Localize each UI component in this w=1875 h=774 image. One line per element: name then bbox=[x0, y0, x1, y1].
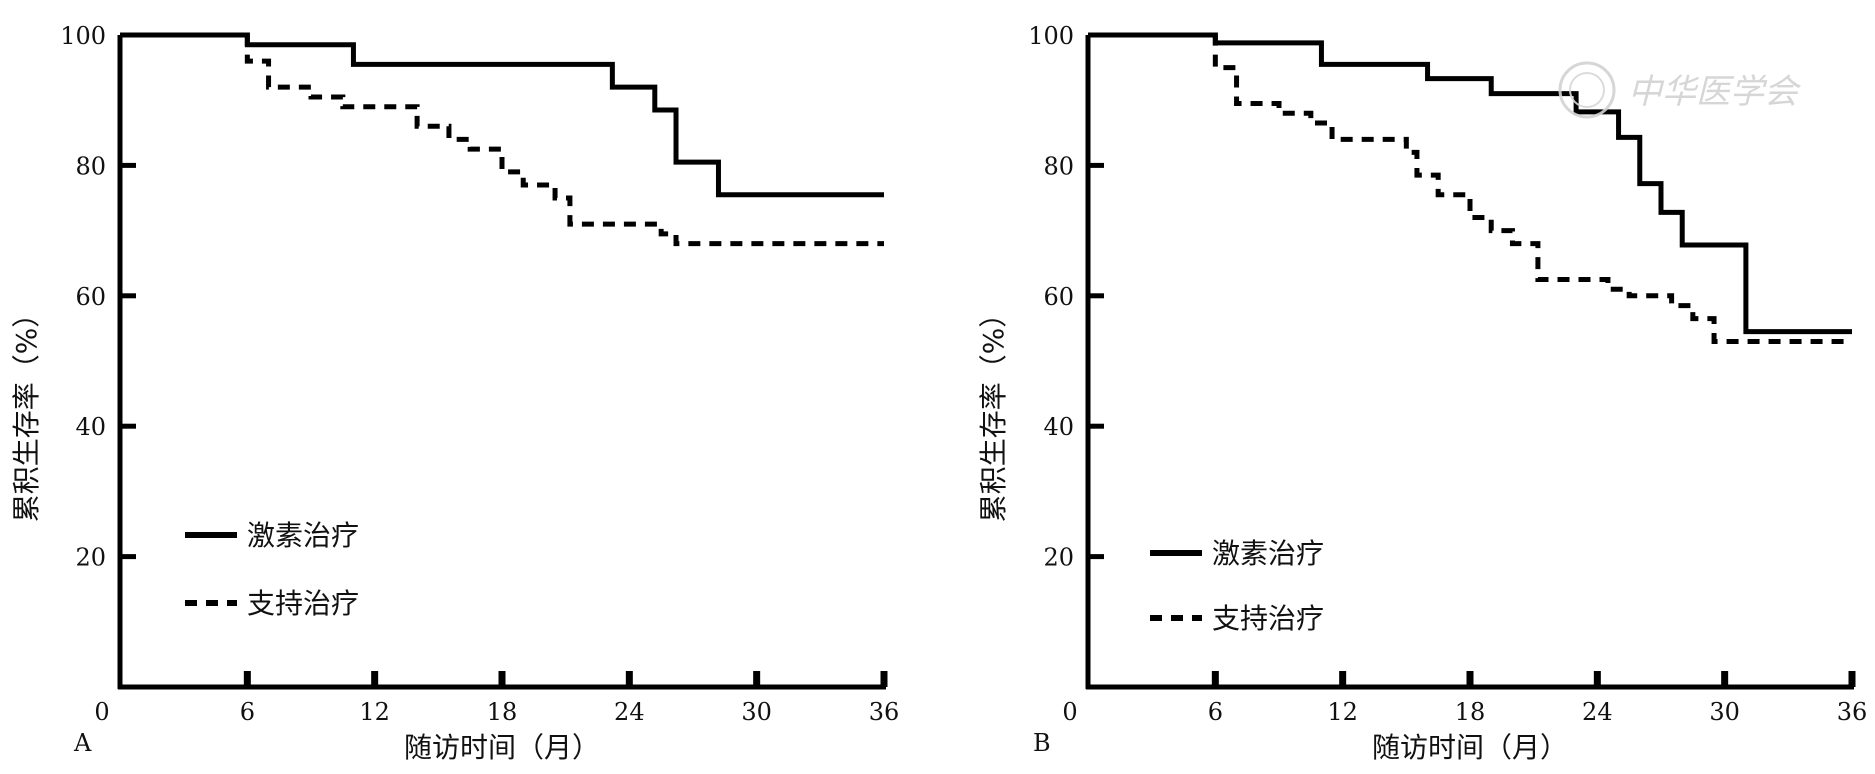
x-tick-label: 36 bbox=[869, 698, 900, 726]
series-line-dashed bbox=[1088, 32, 1852, 344]
y-axis-title: 累积生存率（%） bbox=[977, 300, 1010, 523]
chart-panel-B: 20 40 60 80 100 0 6 12 18 24 30 36 随访时间（月） 累积生存率（%） B 激… bbox=[977, 22, 1867, 764]
y-tick-label: 80 bbox=[75, 152, 106, 180]
x-tick-label: 12 bbox=[359, 698, 390, 726]
y-tick-label: 60 bbox=[75, 283, 106, 311]
panel-label: A bbox=[73, 729, 92, 757]
watermark-seal: 中华医学会 bbox=[1558, 61, 1802, 119]
x-tick-label: 18 bbox=[1455, 698, 1486, 726]
legend-label: 支持治疗 bbox=[247, 587, 359, 620]
y-tick-label: 100 bbox=[1028, 22, 1074, 50]
y-tick-label: 20 bbox=[1043, 544, 1074, 572]
x-tick-label: 30 bbox=[741, 698, 772, 726]
y-tick-label: 40 bbox=[1043, 413, 1074, 441]
y-tick-label: 20 bbox=[75, 544, 106, 572]
y-tick-label: 80 bbox=[1043, 152, 1074, 180]
x-tick-label: 18 bbox=[487, 698, 518, 726]
x-tick-label: 30 bbox=[1709, 698, 1740, 726]
seal-inner-icon bbox=[1569, 72, 1605, 108]
x-tick-label: 6 bbox=[1208, 698, 1223, 726]
y-axis-title: 累积生存率（%） bbox=[10, 300, 43, 523]
legend-label: 支持治疗 bbox=[1212, 602, 1324, 635]
x-tick-label: 24 bbox=[1582, 698, 1613, 726]
y-tick-label: 100 bbox=[60, 22, 106, 50]
x-tick-label: 6 bbox=[240, 698, 255, 726]
y-tick-label: 40 bbox=[75, 413, 106, 441]
x-axis-title: 随访时间（月） bbox=[1372, 731, 1568, 764]
series-line-solid bbox=[120, 32, 884, 198]
series-line-solid bbox=[1088, 32, 1852, 335]
x-tick-label: 0 bbox=[1062, 698, 1077, 726]
x-tick-label: 36 bbox=[1837, 698, 1868, 726]
series-line-dashed bbox=[120, 32, 884, 247]
x-tick-label: 0 bbox=[94, 698, 109, 726]
legend-label: 激素治疗 bbox=[1212, 537, 1324, 570]
chart-panel-A: 20 40 60 80 100 0 6 12 18 24 30 36 随访时间（月） 累积生存率（%） A 激… bbox=[10, 22, 899, 764]
seal-icon bbox=[1558, 61, 1616, 119]
x-tick-label: 24 bbox=[614, 698, 645, 726]
x-tick-label: 12 bbox=[1327, 698, 1358, 726]
watermark-text: 中华医学会 bbox=[1628, 72, 1802, 112]
y-tick-label: 60 bbox=[1043, 283, 1074, 311]
panel-label: B bbox=[1033, 729, 1051, 757]
x-axis-title: 随访时间（月） bbox=[404, 731, 600, 764]
legend-label: 激素治疗 bbox=[247, 519, 359, 552]
